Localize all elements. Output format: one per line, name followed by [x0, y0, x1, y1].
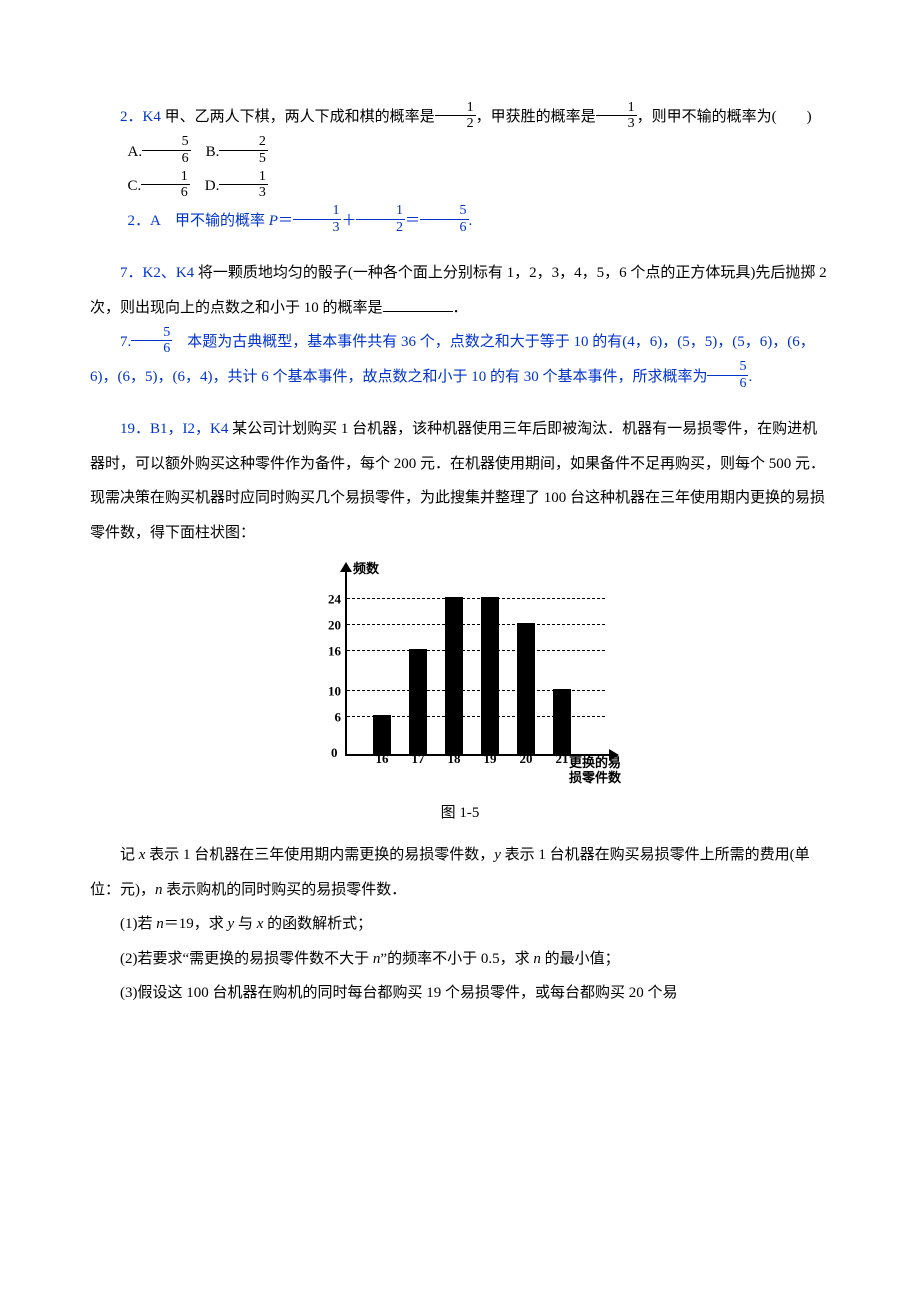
fraction: 13: [596, 100, 637, 132]
x-tick-label: 21: [549, 744, 575, 774]
x-tick-label: 16: [369, 744, 395, 774]
bar: [445, 597, 463, 754]
fraction: 12: [356, 203, 405, 235]
fraction: 12: [435, 100, 476, 132]
q19-sub3: (3)假设这 100 台机器在购机的同时每台都购买 19 个易损零件，或每台都购…: [90, 976, 830, 1011]
gridline: [347, 650, 605, 651]
q7-label: 7．K2、K4: [120, 265, 194, 281]
fraction: 56: [131, 325, 172, 357]
q2-options-row1: A.56 B.25: [90, 135, 830, 170]
q19-stem: 19．B1，I2，K4 某公司计划购买 1 台机器，该种机器使用三年后即被淘汰．…: [90, 412, 830, 550]
x-tick-label: 20: [513, 744, 539, 774]
q2-label: 2．K4: [120, 109, 161, 125]
bar: [517, 623, 535, 754]
document-page: 2．K4 甲、乙两人下棋，两人下成和棋的概率是12，甲获胜的概率是13，则甲不输…: [0, 0, 920, 1071]
fraction: 56: [142, 134, 191, 166]
y-axis-title: 频数: [353, 562, 379, 575]
fraction: 13: [293, 203, 342, 235]
y-tick-label: 24: [305, 593, 341, 606]
x-axis-title: 更换的易损零件数: [569, 755, 621, 786]
q2-answer: 2．A 甲不输的概率 P＝13＋12＝56.: [90, 204, 830, 239]
q2-options-row2: C.16 D.13: [90, 169, 830, 204]
q19-sub2: (2)若要求“需更换的易损零件数不大于 n”的频率不小于 0.5，求 n 的最小…: [90, 942, 830, 977]
bar: [409, 649, 427, 754]
q7-stem: 7．K2、K4 将一颗质地均匀的骰子(一种各个面上分别标有 1，2，3，4，5，…: [90, 256, 830, 325]
y-tick-label: 20: [305, 619, 341, 632]
figure-caption: 图 1­-5: [90, 796, 830, 831]
q19-sub1: (1)若 n＝19，求 y 与 x 的函数解析式；: [90, 907, 830, 942]
bar: [481, 597, 499, 754]
y-tick-label: 6: [305, 710, 341, 723]
gridline: [347, 598, 605, 599]
q7-answer: 7.56 本题为古典概型，基本事件共有 36 个，点数之和大于等于 10 的有(…: [90, 325, 830, 394]
x-tick-label: 19: [477, 744, 503, 774]
fraction: 56: [707, 359, 748, 391]
q2-stem: 2．K4 甲、乙两人下棋，两人下成和棋的概率是12，甲获胜的概率是13，则甲不输…: [90, 100, 830, 135]
y-axis: [345, 566, 347, 756]
fraction: 13: [219, 169, 268, 201]
q19-label: 19．B1，I2，K4: [120, 421, 228, 437]
gridline: [347, 624, 605, 625]
fraction: 56: [420, 203, 469, 235]
y-tick-label: 16: [305, 645, 341, 658]
bar-chart: 频数 更换的易损零件数 0 610162024161718192021: [90, 566, 830, 790]
x-tick-label: 18: [441, 744, 467, 774]
origin-label: 0: [331, 738, 338, 768]
fraction: 25: [219, 134, 268, 166]
fraction: 16: [141, 169, 190, 201]
x-tick-label: 17: [405, 744, 431, 774]
fill-blank: [383, 311, 453, 312]
q19-p2: 记 x 表示 1 台机器在三年使用期内需更换的易损零件数，y 表示 1 台机器在…: [90, 838, 830, 907]
y-tick-label: 10: [305, 684, 341, 697]
